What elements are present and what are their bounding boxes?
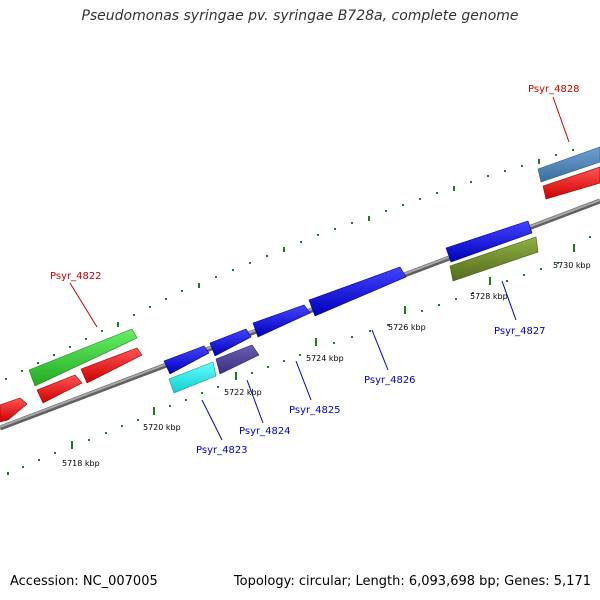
upper-tick-track [5,149,574,380]
tick-label-5724: 5724 kbp [306,354,344,363]
feature-red-psyr4822[interactable] [80,347,143,384]
feature-purple-psyr4824[interactable] [215,344,260,375]
gene-label-text: Psyr_4822 [50,271,102,282]
accession-text: Accession: NC_007005 [10,574,158,589]
gene-label-text: Psyr_4824 [239,426,291,437]
feature-olive-psyr4827[interactable] [449,236,539,282]
lower-tick-track [7,236,591,475]
gene-label-text: Psyr_4823 [196,445,248,456]
feature-blue-2[interactable] [209,328,252,357]
tick-label-5718: 5718 kbp [62,459,100,468]
gene-label-psyr4827[interactable]: Psyr_4827 [494,280,546,337]
feature-green-psyr4822[interactable] [28,328,138,387]
feature-red-left[interactable] [0,397,28,423]
genome-summary-text: Topology: circular; Length: 6,093,698 bp… [233,574,591,589]
feature-red-psyr4828[interactable] [542,166,600,200]
tick-label-5720: 5720 kbp [143,423,181,432]
gene-label-psyr4824[interactable]: Psyr_4824 [239,379,291,437]
feature-blue-psyr4825[interactable] [252,304,311,338]
feature-blue-psyr4827[interactable] [445,220,533,263]
gene-label-text: Psyr_4827 [494,326,546,337]
gene-label-psyr4826[interactable]: Psyr_4826 [364,329,416,386]
gene-label-psyr4825[interactable]: Psyr_4825 [289,360,341,416]
feature-cyan-psyr4823[interactable] [168,361,217,394]
map-title: Pseudomonas syringae pv. syringae B728a,… [81,8,519,24]
feature-steel-psyr4828[interactable] [537,146,600,183]
gene-label-psyr4823[interactable]: Psyr_4823 [196,399,248,456]
tick-label-5730: 5730 kbp [553,261,591,270]
gene-label-text: Psyr_4826 [364,375,416,386]
tick-label-5722: 5722 kbp [224,388,262,397]
feature-blue-1[interactable] [163,345,210,375]
feature-blue-psyr4826[interactable] [308,266,407,317]
gene-label-text: Psyr_4828 [528,84,580,95]
tick-label-5726: 5726 kbp [388,323,426,332]
gene-label-psyr4828[interactable]: Psyr_4828 [528,84,580,143]
gene-label-text: Psyr_4825 [289,405,341,416]
tick-label-5728: 5728 kbp [470,292,508,301]
tick-labels: 5718 kbp 5720 kbp 5722 kbp 5724 kbp 5726… [62,261,591,468]
gene-label-psyr4822[interactable]: Psyr_4822 [50,271,102,328]
feature-red-mid[interactable] [36,374,83,404]
